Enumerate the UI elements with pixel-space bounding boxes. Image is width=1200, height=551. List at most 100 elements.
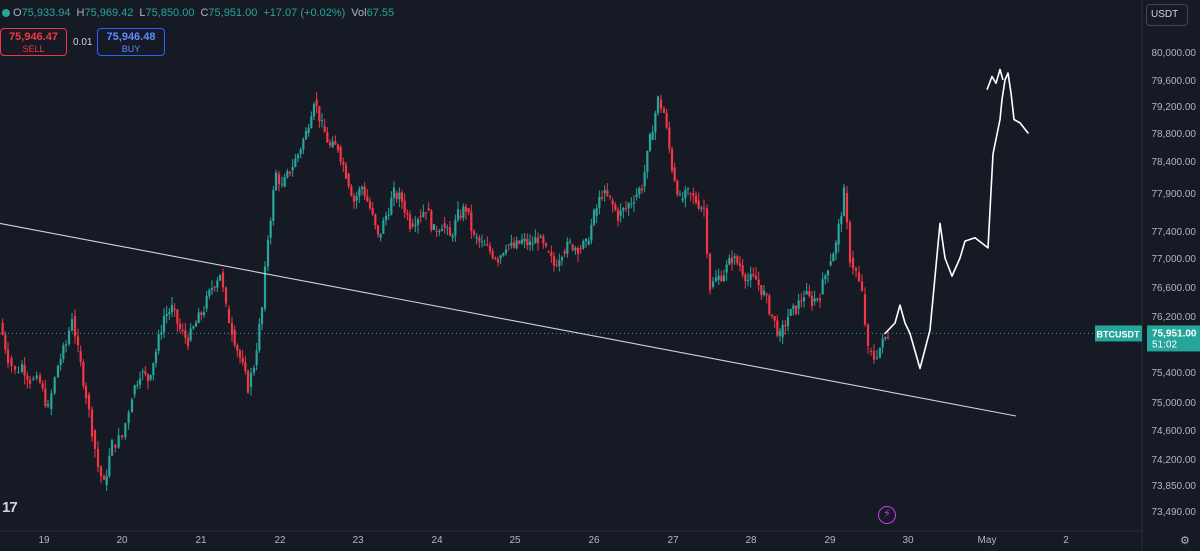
candle-body [697, 200, 700, 209]
candle-body [272, 190, 275, 221]
price-tick-label: 79,200.00 [1152, 102, 1197, 113]
candle-body [189, 328, 192, 341]
lightning-icon[interactable]: ⚡ [878, 506, 896, 524]
market-status-icon [2, 9, 10, 17]
candle-body [834, 242, 838, 254]
candle-body [579, 247, 582, 249]
candle-body [286, 171, 289, 178]
candle-body [20, 364, 24, 372]
candle-body [374, 214, 377, 226]
candle-body [50, 393, 53, 409]
candle-body [794, 305, 798, 314]
candle-body [810, 295, 814, 307]
time-tick-label: 19 [38, 535, 50, 546]
price-axis-panel[interactable] [1142, 0, 1200, 551]
candle-body [595, 208, 598, 216]
candle-body [611, 200, 614, 205]
candle-body [638, 188, 641, 195]
time-tick-label: May [978, 535, 997, 546]
candle-body [10, 358, 13, 367]
candle-body [46, 404, 50, 407]
candle-body [475, 237, 478, 239]
candle-body [552, 256, 556, 266]
candle-body [446, 227, 449, 229]
projection-peak-stroke[interactable] [986, 68, 1004, 91]
candle-body [136, 384, 139, 386]
candle-body [784, 324, 787, 327]
candle-body [266, 239, 270, 267]
candle-body [352, 195, 356, 202]
candle-body [797, 300, 800, 309]
currency-selector[interactable]: USDT [1146, 4, 1188, 26]
candle-body [105, 476, 108, 485]
order-quantity[interactable]: 0.01 [73, 37, 93, 48]
candle-body [350, 186, 353, 196]
candle-body [603, 190, 606, 193]
candle-body [382, 220, 385, 234]
sell-button[interactable]: 75,946.47 SELL [0, 28, 67, 56]
symbol-label: BTCUSDT [1097, 329, 1140, 339]
candle-body [302, 139, 305, 150]
candle-body [102, 476, 106, 480]
price-tick-label: 77,400.00 [1152, 227, 1197, 238]
candle-body [700, 207, 703, 209]
candle-body [563, 251, 566, 254]
candle-body [274, 172, 278, 191]
candle-body [499, 255, 502, 258]
volume-label: Vol [351, 7, 367, 19]
trendline[interactable] [0, 222, 1017, 417]
candle-body [884, 337, 887, 339]
candle-body [173, 308, 176, 310]
candle-body [878, 347, 882, 358]
candle-body [656, 96, 660, 114]
price-tick-label: 80,000.00 [1152, 48, 1197, 59]
candle-body [619, 210, 622, 216]
candle-body [368, 201, 372, 209]
candle-body [478, 237, 481, 242]
sell-label: SELL [22, 44, 45, 54]
low-value: 75,850.00 [145, 7, 195, 19]
candle-body [288, 171, 292, 174]
price-tick-label: 73,490.00 [1152, 507, 1197, 518]
candle-body [328, 142, 332, 146]
candle-body [84, 385, 88, 399]
candle-body [515, 240, 518, 248]
candle-body [400, 192, 404, 202]
settings-icon[interactable]: ⚙ [1180, 535, 1190, 547]
candle-body [454, 219, 457, 236]
close-value: 75,951.00 [208, 7, 258, 19]
buy-button[interactable]: 75,946.48 BUY [97, 28, 165, 56]
price-tick-label: 76,600.00 [1152, 283, 1197, 294]
candle-body [813, 298, 816, 302]
candle-body [486, 244, 489, 246]
candle-body [555, 265, 558, 267]
candle-body [358, 188, 361, 197]
time-tick-label: 29 [824, 535, 836, 546]
candle-body [210, 288, 214, 290]
candle-body [331, 141, 334, 147]
candle-body [606, 190, 609, 196]
candle-body [614, 204, 617, 210]
candle-body [419, 215, 422, 217]
candle-body [269, 220, 272, 238]
candle-body [568, 241, 572, 243]
candle-body [622, 208, 625, 211]
candle-body [520, 239, 524, 244]
candle-body [152, 362, 155, 376]
candle-body [808, 291, 811, 296]
candle-body [403, 200, 406, 213]
price-tick-label: 74,200.00 [1152, 455, 1197, 466]
candle-body [472, 231, 476, 235]
time-tick-label: 22 [274, 535, 286, 546]
projection-drawing[interactable] [884, 72, 1029, 370]
candle-body [310, 116, 313, 128]
candle-body [260, 307, 264, 325]
candle-body [741, 265, 744, 275]
price-tick-label: 78,400.00 [1152, 157, 1197, 168]
candle-body [526, 238, 529, 246]
candle-body [600, 196, 604, 199]
candle-body [869, 351, 873, 352]
candle-body [792, 305, 795, 310]
candle-body [124, 423, 127, 438]
